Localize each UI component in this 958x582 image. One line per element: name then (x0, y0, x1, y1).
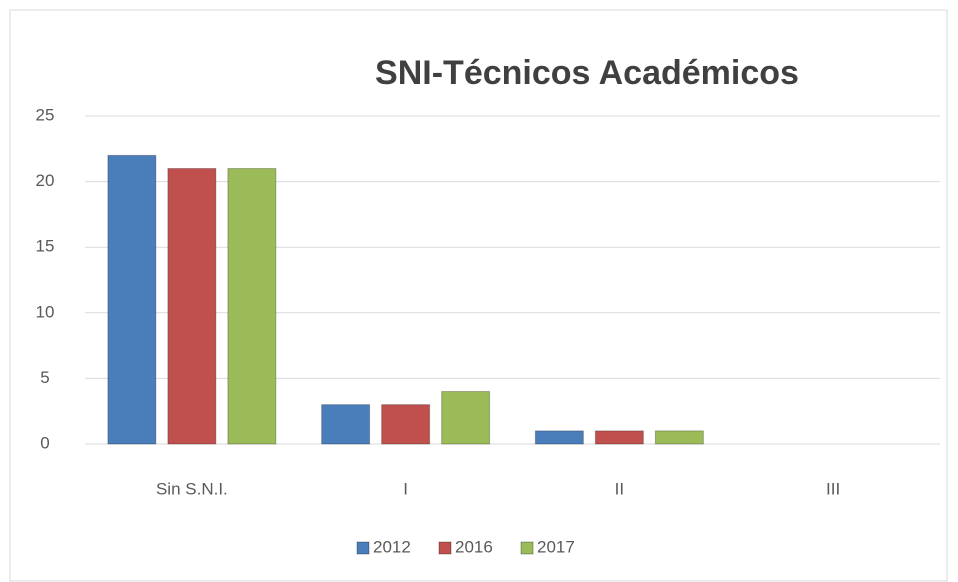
y-tick-label: 0 (40, 433, 49, 452)
bar (107, 154, 157, 445)
bar (534, 430, 584, 445)
legend-label: 2017 (537, 537, 575, 556)
y-tick-label: 15 (36, 237, 55, 256)
bar (381, 404, 431, 445)
legend-label: 2016 (455, 537, 493, 556)
chart-frame (9, 9, 948, 582)
x-tick-label: II (615, 479, 624, 498)
bar (321, 404, 371, 445)
x-tick-label: I (403, 479, 408, 498)
bar (441, 391, 491, 445)
legend-swatch (356, 541, 370, 555)
y-tick-label: 5 (40, 368, 49, 387)
bar (227, 167, 277, 445)
legend-swatch (520, 541, 534, 555)
legend-label: 2012 (373, 537, 411, 556)
chart-title: SNI-Técnicos Académicos (375, 54, 799, 92)
y-tick-label: 25 (36, 105, 55, 124)
y-tick-label: 10 (36, 302, 55, 321)
bar (167, 167, 217, 445)
bar (594, 430, 644, 445)
x-tick-label: III (826, 479, 840, 498)
y-tick-label: 20 (36, 171, 55, 190)
legend-swatch (438, 541, 452, 555)
bar (654, 430, 704, 445)
x-tick-label: Sin S.N.I. (156, 479, 228, 498)
